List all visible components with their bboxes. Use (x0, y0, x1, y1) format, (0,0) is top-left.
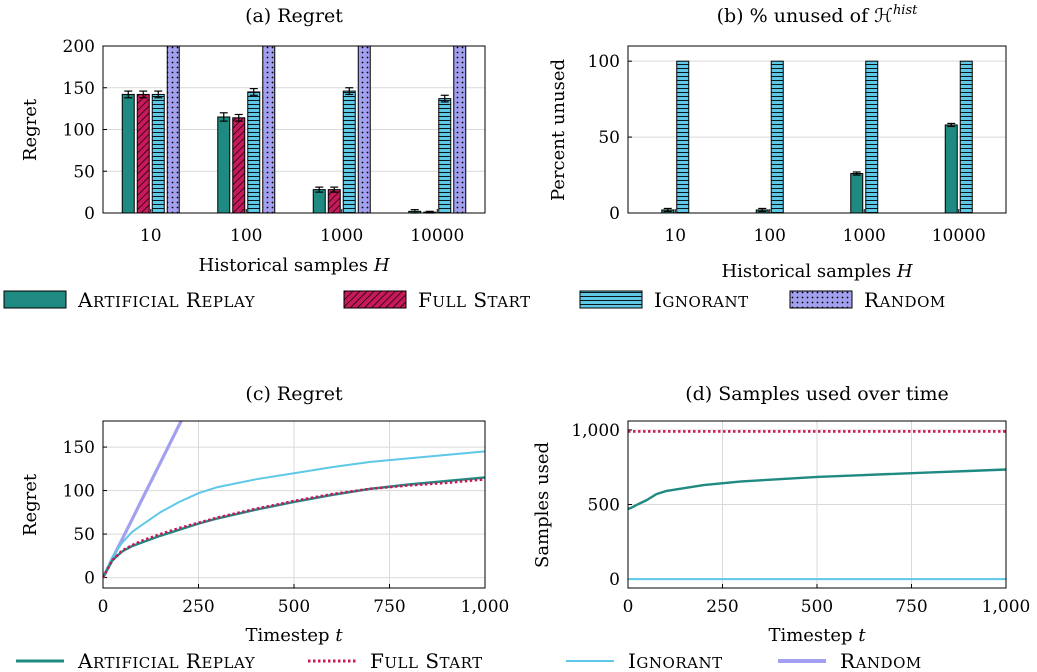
bar-full-start (136, 93, 150, 214)
bar-full-start (327, 189, 341, 214)
panel-c-x-axis-label: Timestep t (245, 625, 343, 646)
bar-ignorant (959, 60, 973, 214)
panel-a-title: (a) Regret (245, 5, 343, 27)
bar-random (262, 45, 276, 214)
x-tick-label: 0 (98, 597, 109, 617)
series-line-ignorant (103, 450, 485, 579)
bar-ignorant (151, 93, 165, 214)
bar-random (357, 45, 371, 214)
bar-artificial-replay (850, 173, 864, 214)
panel-c-regret-lines: 0 50 100 150 0 250 500 750 1,000 (c) Regret Timest… (20, 383, 510, 646)
y-tick-label: 200 (63, 37, 95, 57)
series-layer (628, 430, 1006, 581)
y-tick-label: 500 (588, 496, 620, 516)
bar-ignorant (247, 91, 261, 214)
y-tick-label: 50 (598, 128, 620, 148)
x-tick-label: 1,000 (461, 597, 510, 617)
x-tick-label: 1000 (320, 226, 363, 246)
y-tick-label: 100 (63, 482, 95, 502)
y-tick-label: 0 (609, 570, 620, 590)
bar-ignorant (676, 60, 690, 214)
legend-swatch (343, 290, 407, 309)
x-tick-label: 750 (895, 597, 927, 617)
y-tick-label: 0 (609, 204, 620, 224)
x-tick-label: 1,000 (982, 597, 1031, 617)
x-tick-label: 250 (182, 597, 214, 617)
bar-full-start (232, 117, 246, 214)
legend-label: FULL START (370, 649, 483, 672)
y-tick-label: 50 (73, 162, 95, 182)
legend-swatch (789, 290, 853, 309)
bar-artificial-replay (312, 189, 326, 214)
series-layer (103, 421, 485, 579)
bar-ignorant (438, 98, 452, 214)
y-tick-label: 150 (63, 79, 95, 99)
y-tick-label: 150 (63, 438, 95, 458)
panel-d-samples-used-lines: 0 500 1,000 0 250 500 750 1,000 (d) Samples used… (532, 383, 1030, 646)
series-line-artificial-replay (103, 476, 485, 579)
panel-b-y-axis-label: Percent unused (548, 59, 569, 201)
bar-random (453, 45, 467, 214)
legend-label: IGNORANT (654, 288, 749, 312)
x-tick-label: 250 (706, 597, 738, 617)
panel-d-title: (d) Samples used over time (685, 383, 949, 405)
x-tick-label: 0 (623, 597, 634, 617)
y-tick-label: 0 (84, 569, 95, 589)
legend-label: RANDOM (864, 288, 946, 312)
panel-b-percent-unused-bars: 0 50 100 10 100 1000 10000 (b) % unused of ℋhis… (548, 3, 1007, 282)
x-tick-label: 750 (373, 597, 405, 617)
y-tick-label: 50 (73, 525, 95, 545)
y-tick-label: 100 (588, 52, 620, 72)
x-tick-label: 1000 (843, 226, 886, 246)
y-tick-label: 100 (63, 121, 95, 141)
bar-artificial-replay (217, 116, 231, 214)
plot-frame (102, 45, 486, 214)
x-tick-label: 100 (754, 226, 786, 246)
legend-label: RANDOM (840, 649, 922, 672)
panel-c-title: (c) Regret (245, 383, 343, 405)
bar-ignorant (865, 60, 879, 214)
series-line-artificial-replay (628, 468, 1006, 511)
x-tick-label: 500 (801, 597, 833, 617)
y-tick-label: 1,000 (571, 421, 620, 441)
series-line-random (103, 421, 183, 579)
panel-a-y-axis-label: Regret (20, 98, 41, 161)
panel-b-title: (b) % unused of ℋhist (717, 3, 919, 27)
x-tick-label: 10 (664, 226, 686, 246)
bar-random (166, 45, 180, 214)
panel-c-y-axis-label: Regret (20, 473, 41, 536)
bar-ignorant (770, 60, 784, 214)
x-tick-label: 10 (140, 226, 162, 246)
x-tick-label: 10000 (410, 226, 464, 246)
legend-label: FULL START (418, 288, 531, 312)
legend-label: ARTIFICIAL REPLAY (77, 649, 256, 672)
x-tick-label: 10000 (932, 226, 986, 246)
plot-frame (627, 420, 1007, 589)
legend-label: ARTIFICIAL REPLAY (77, 288, 256, 312)
legend-swatch (579, 290, 643, 309)
plot-frame (102, 420, 486, 589)
plot-frame (627, 45, 1007, 214)
y-tick-label: 0 (84, 204, 95, 224)
x-tick-label: 500 (278, 597, 310, 617)
x-tick-label: 100 (230, 226, 262, 246)
bar-artificial-replay (944, 124, 958, 214)
legend-top: ARTIFICIAL REPLAY FULL START IGNORANT RANDO… (3, 288, 946, 312)
legend-bottom: ARTIFICIAL REPLAY FULL START IGNORANT RANDO… (16, 649, 922, 672)
panel-a-regret-bars: 0 50 100 150 200 10 100 1000 10000 (a) Regret Hist… (20, 5, 486, 276)
legend-label: IGNORANT (628, 649, 723, 672)
bar-artificial-replay (121, 93, 135, 214)
bar-ignorant (342, 90, 356, 214)
panel-d-y-axis-label: Samples used (532, 442, 553, 568)
panel-a-x-axis-label: Historical samples H (198, 255, 389, 276)
legend-swatch (3, 290, 67, 309)
panel-d-x-axis-label: Timestep t (768, 625, 866, 646)
panel-b-x-axis-label: Historical samples H (721, 261, 912, 282)
